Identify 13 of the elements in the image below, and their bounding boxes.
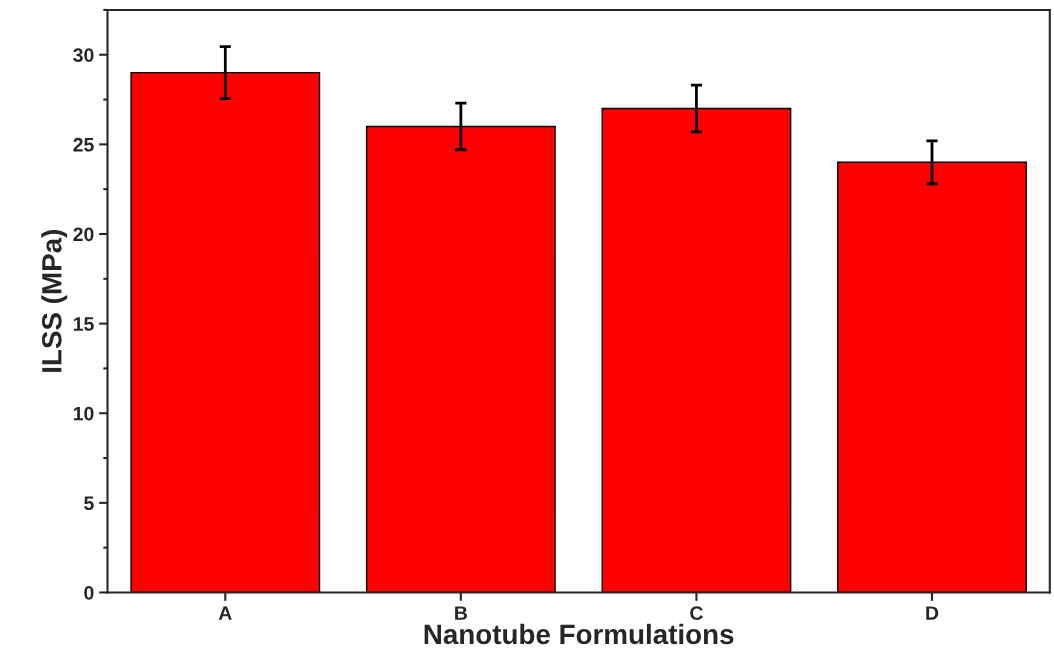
x-axis-title: Nanotube Formulations	[424, 623, 734, 645]
y-tick-label: 20	[73, 227, 94, 242]
x-tick-label: A	[218, 606, 232, 620]
x-tick-label: C	[690, 606, 703, 620]
y-tick-label: 30	[73, 48, 94, 63]
y-tick-label: 10	[73, 406, 94, 421]
x-tick-label: D	[926, 606, 939, 620]
x-tick-label: B	[455, 606, 467, 620]
y-tick-label: 5	[84, 496, 94, 511]
y-axis-title: ILSS (MPa)	[41, 230, 68, 372]
y-tick-label: 25	[73, 137, 94, 152]
y-tick-label: 15	[73, 317, 94, 331]
y-tick-label: 0	[84, 585, 94, 600]
